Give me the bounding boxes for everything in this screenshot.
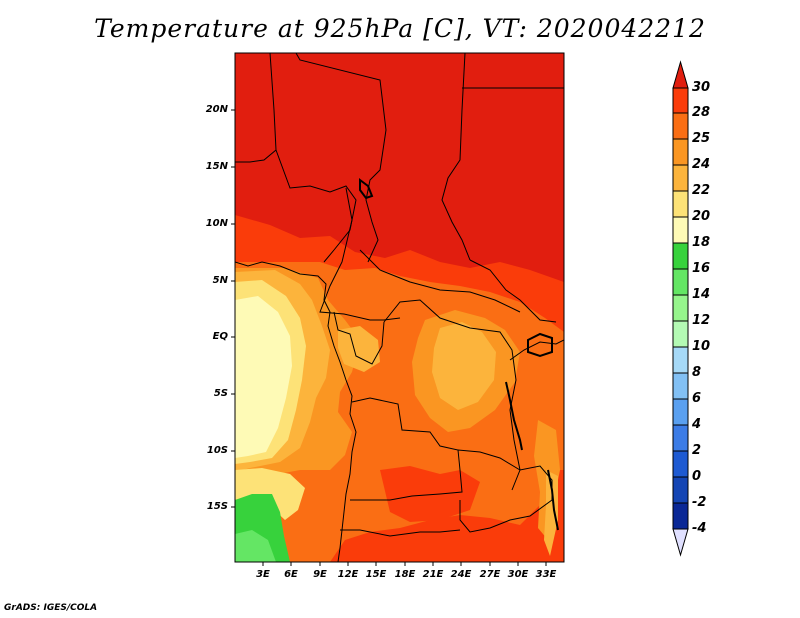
border-car — [359, 249, 521, 313]
colorbar-label-22: 22 — [692, 183, 711, 198]
field-orange-red-southeast — [380, 466, 480, 522]
lat-label-15S: 15S — [206, 501, 228, 512]
lat-ticks — [231, 109, 235, 508]
border-drc — [383, 299, 521, 491]
colorbar-label-2: 2 — [692, 443, 702, 458]
colorbar-box-7 — [672, 268, 689, 296]
border-angola — [350, 397, 463, 501]
lon-label-24E: 24E — [450, 569, 472, 580]
lon-label-18E: 18E — [394, 569, 416, 580]
field-light-green — [235, 530, 276, 562]
border-gabon-congo — [333, 311, 385, 365]
field-gold-central — [432, 322, 496, 410]
border-east — [509, 339, 564, 361]
colorbar-box-10 — [672, 346, 689, 374]
colorbar-label-10: 10 — [692, 339, 711, 354]
colorbar-box-13 — [672, 424, 689, 452]
lon-label-15E: 15E — [365, 569, 387, 580]
border-nigeria — [275, 149, 357, 263]
colorbar-label-16: 16 — [692, 261, 711, 276]
lon-ticks — [262, 562, 547, 566]
colorbar-box-16 — [672, 502, 689, 530]
colorbar-label-minus4: -4 — [692, 521, 707, 536]
grads-credit: GrADS: IGES/COLA — [4, 603, 98, 613]
lat-label-5S: 5S — [213, 388, 228, 399]
colorbar-label-6: 6 — [692, 391, 702, 406]
lon-label-12E: 12E — [337, 569, 359, 580]
lat-label-15N: 15N — [205, 161, 228, 172]
colorbar-label-12: 12 — [692, 313, 711, 328]
colorbar-box-11 — [672, 372, 689, 400]
colorbar-label-4: 4 — [692, 417, 702, 432]
lat-label-5N: 5N — [212, 275, 228, 286]
temperature-field — [235, 53, 564, 562]
colorbar-box-15 — [672, 476, 689, 504]
colorbar-box-8 — [672, 294, 689, 322]
lake-malawi — [547, 469, 559, 531]
colorbar-box-14 — [672, 450, 689, 478]
map-frame — [234, 52, 565, 563]
colorbar-label-24: 24 — [692, 157, 711, 172]
field-gold-congo — [338, 326, 380, 372]
colorbar-box-2 — [672, 138, 689, 166]
lat-label-10N: 10N — [205, 218, 228, 229]
colorbar-label-28: 28 — [692, 105, 711, 120]
field-gold-rift — [544, 470, 558, 556]
colorbar-label-20: 20 — [692, 209, 711, 224]
map-title: Temperature at 925hPa [C], VT: 202004221… — [94, 14, 706, 43]
lon-label-33E: 33E — [535, 569, 557, 580]
coastline — [235, 261, 357, 562]
lat-label-10S: 10S — [206, 445, 228, 456]
lon-label-9E: 9E — [313, 569, 327, 580]
colorbar-box-9 — [672, 320, 689, 348]
border-south-sudan — [469, 259, 557, 323]
field-cream — [235, 296, 292, 458]
lon-label-21E: 21E — [422, 569, 444, 580]
border-libya-sudan — [441, 53, 471, 261]
border-namibia — [340, 529, 461, 537]
border-niger-chad — [295, 53, 387, 263]
map-borders — [235, 53, 564, 562]
colorbar — [672, 60, 689, 557]
lake-tanganyika — [505, 381, 523, 451]
lon-label-3E: 3E — [256, 569, 270, 580]
border-cameroon — [319, 187, 401, 321]
colorbar-label-14: 14 — [692, 287, 711, 302]
colorbar-box-4 — [672, 190, 689, 218]
colorbar-label-25: 25 — [692, 131, 711, 146]
colorbar-box-12 — [672, 398, 689, 426]
colorbar-box-0 — [672, 87, 689, 114]
colorbar-label-30: 30 — [692, 80, 711, 95]
lon-label-27E: 27E — [479, 569, 501, 580]
colorbar-box-1 — [672, 112, 689, 140]
lat-label-20N: 20N — [205, 104, 228, 115]
lon-label-6E: 6E — [284, 569, 298, 580]
lon-label-30E: 30E — [507, 569, 529, 580]
colorbar-label-minus2: -2 — [692, 495, 707, 510]
colorbar-label-0: 0 — [692, 469, 702, 484]
colorbar-label-18: 18 — [692, 235, 711, 250]
lake-chad — [359, 178, 374, 200]
colorbar-box-5 — [672, 216, 689, 244]
colorbar-box-6 — [672, 242, 689, 270]
border-sahara-west — [235, 53, 277, 163]
colorbar-bottom-arrow — [672, 528, 689, 557]
colorbar-box-3 — [672, 164, 689, 192]
colorbar-label-8: 8 — [692, 365, 702, 380]
lake-victoria — [527, 332, 553, 358]
colorbar-top-arrow — [672, 60, 689, 89]
lat-label-EQ: EQ — [212, 331, 228, 342]
